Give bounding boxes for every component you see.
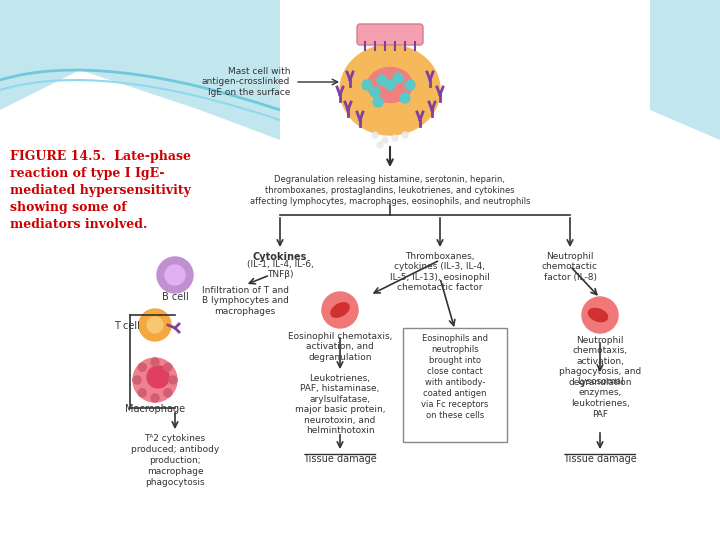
Circle shape [372, 132, 378, 138]
Text: T cell: T cell [114, 321, 140, 331]
Text: Thromboxanes,
cytokines (IL-3, IL-4,
IL-5, IL-13), eosinophil
chemotactic factor: Thromboxanes, cytokines (IL-3, IL-4, IL-… [390, 252, 490, 292]
Text: Cytokines: Cytokines [253, 252, 307, 262]
FancyBboxPatch shape [357, 24, 423, 45]
Text: Neutrophil
chemotaxis,
activation,
phagocytosis, and
degranulation: Neutrophil chemotaxis, activation, phago… [559, 336, 641, 387]
Circle shape [169, 376, 177, 384]
Circle shape [373, 97, 383, 107]
Circle shape [147, 366, 169, 388]
Text: Leukotrienes,
PAF, histaminase,
arylsulfatase,
major basic protein,
neurotoxin, : Leukotrienes, PAF, histaminase, arylsulf… [294, 374, 385, 435]
PathPatch shape [0, 0, 280, 140]
Circle shape [322, 292, 358, 328]
Circle shape [402, 132, 408, 138]
Text: (IL-1, IL-4, IL-6,
TNFβ): (IL-1, IL-4, IL-6, TNFβ) [246, 260, 313, 279]
Circle shape [139, 309, 171, 341]
Circle shape [400, 93, 410, 103]
Text: Macrophage: Macrophage [125, 404, 185, 414]
Circle shape [157, 257, 193, 293]
Text: Mast cell with
antigen-crosslinked
IgE on the surface: Mast cell with antigen-crosslinked IgE o… [202, 67, 290, 97]
Circle shape [370, 87, 380, 97]
FancyBboxPatch shape [403, 328, 507, 442]
Text: Lysosomal
enzymes,
leukotrienes,
PAF: Lysosomal enzymes, leukotrienes, PAF [571, 377, 629, 419]
Circle shape [163, 389, 172, 397]
Circle shape [138, 363, 146, 372]
Text: Neutrophil
chemotactic
factor (IL-8): Neutrophil chemotactic factor (IL-8) [542, 252, 598, 282]
Text: Tissue damage: Tissue damage [563, 454, 637, 464]
Ellipse shape [340, 45, 440, 135]
Circle shape [385, 80, 395, 90]
Text: Eosinophil chemotaxis,
activation, and
degranulation: Eosinophil chemotaxis, activation, and d… [288, 332, 392, 362]
Text: Eosinophils and
neutrophils
brought into
close contact
with antibody-
coated ant: Eosinophils and neutrophils brought into… [421, 334, 489, 420]
Circle shape [138, 389, 146, 397]
Circle shape [582, 297, 618, 333]
Text: Degranulation releasing histamine, serotonin, heparin,
thromboxanes, prostagland: Degranulation releasing histamine, serot… [250, 175, 530, 206]
Text: FIGURE 14.5.  Late-phase
reaction of type I IgE-
mediated hypersensitivity
showi: FIGURE 14.5. Late-phase reaction of type… [10, 150, 191, 231]
Circle shape [165, 265, 185, 285]
Circle shape [151, 394, 159, 402]
Ellipse shape [588, 308, 608, 322]
Circle shape [382, 137, 388, 143]
Circle shape [393, 73, 403, 83]
Circle shape [377, 142, 383, 148]
Circle shape [147, 317, 163, 333]
Ellipse shape [330, 303, 349, 317]
Ellipse shape [367, 68, 413, 103]
Text: Tissue damage: Tissue damage [303, 454, 377, 464]
Text: Tᴬ2 cytokines
produced; antibody
production;
macrophage
phagocytosis: Tᴬ2 cytokines produced; antibody product… [131, 434, 219, 488]
Circle shape [133, 376, 141, 384]
Text: B cell: B cell [161, 292, 189, 302]
Circle shape [377, 75, 387, 85]
Circle shape [362, 80, 372, 90]
Circle shape [163, 363, 172, 372]
PathPatch shape [650, 0, 720, 140]
Text: Infiltration of T and
B lymphocytes and
macrophages: Infiltration of T and B lymphocytes and … [202, 286, 289, 316]
Circle shape [151, 358, 159, 366]
Circle shape [392, 135, 398, 141]
Circle shape [405, 80, 415, 90]
Circle shape [133, 358, 177, 402]
